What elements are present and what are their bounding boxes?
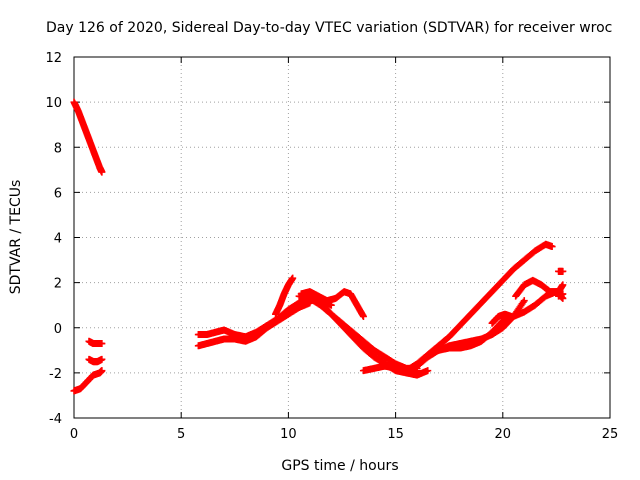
series-arc-3 <box>85 355 106 366</box>
data-point <box>548 243 556 251</box>
series-arc-2 <box>70 367 106 395</box>
y-tick-label: 12 <box>45 51 62 66</box>
x-tick-label: 25 <box>602 427 619 442</box>
data-point <box>98 168 106 176</box>
series-arc-8 <box>297 288 367 320</box>
y-tick-label: 10 <box>45 96 62 111</box>
series-arc-14 <box>424 288 567 359</box>
y-tick-label: 0 <box>54 322 62 337</box>
series-arc-11 <box>359 362 432 379</box>
data-point <box>507 312 515 320</box>
x-tick-label: 10 <box>280 427 297 442</box>
data-point <box>289 274 297 282</box>
chart-title: Day 126 of 2020, Sidereal Day-to-day VTE… <box>46 20 612 36</box>
series-arc-15 <box>512 276 567 300</box>
series-arc-18 <box>555 290 567 300</box>
series-arc-10 <box>295 292 421 372</box>
y-tick-label: 2 <box>54 277 62 292</box>
y-tick-label: 6 <box>54 186 62 201</box>
series-arc-7 <box>272 274 297 318</box>
series-arc-1 <box>70 98 106 176</box>
x-tick-label: 0 <box>70 427 78 442</box>
tick-labels: 0 5 10 15 20 25 -4 -2 0 2 4 6 8 10 12 <box>45 51 618 442</box>
y-tick-label: 4 <box>54 232 62 247</box>
y-tick-label: 8 <box>54 141 62 156</box>
series-arc-12 <box>402 240 556 375</box>
series-arc-4 <box>85 337 106 348</box>
data-point <box>424 367 432 375</box>
series-arc-13 <box>413 297 528 370</box>
axis-ticks <box>73 56 611 419</box>
data-point <box>559 281 567 289</box>
data-point <box>359 312 367 320</box>
data-point <box>98 367 106 375</box>
x-tick-label: 5 <box>177 427 185 442</box>
grid <box>74 57 610 418</box>
data-point <box>98 340 106 348</box>
x-tick-label: 15 <box>387 427 404 442</box>
series-arc-16 <box>488 310 515 327</box>
series-arc-17 <box>555 267 567 275</box>
x-axis-label: GPS time / hours <box>281 458 398 474</box>
y-tick-label: -4 <box>49 412 62 427</box>
data-point <box>520 297 528 305</box>
x-tick-label: 20 <box>495 427 512 442</box>
y-axis-label: SDTVAR / TECUs <box>8 180 24 295</box>
data-point <box>559 267 567 275</box>
data-point <box>559 290 567 298</box>
data-point <box>98 355 106 363</box>
y-tick-label: -2 <box>49 367 62 382</box>
data-points <box>70 98 567 395</box>
series-arc-6 <box>194 299 314 350</box>
